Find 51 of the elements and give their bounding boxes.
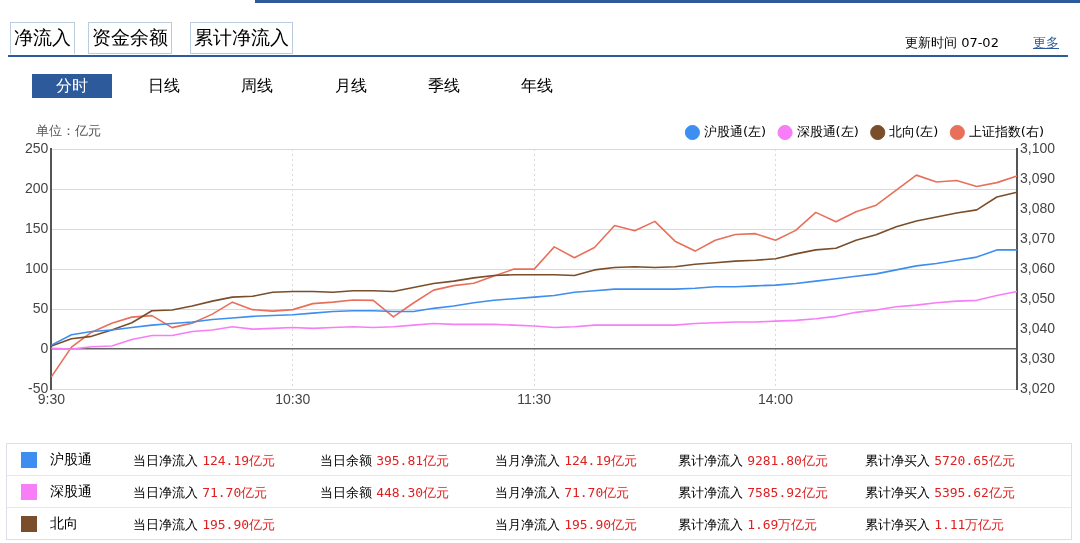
y-tick-label: 50 (32, 299, 49, 316)
x-tick-label: 10:30 (275, 391, 311, 408)
text: 更多 (1033, 34, 1059, 52)
legend-label: 上证指数(右) (968, 123, 1045, 139)
text: 年线 (520, 75, 554, 97)
text: 更新时间 07-02 (905, 34, 999, 52)
text: 日线 (147, 75, 181, 97)
text: 累计净买入 1.11万亿元 (865, 517, 1005, 532)
text: 分时 (32, 74, 112, 98)
y-tick-label: 250 (25, 139, 49, 156)
text: 深股通 (50, 483, 92, 501)
y2-tick-label: 3,100 (1019, 139, 1056, 156)
y2-tick-label: 3,080 (1019, 199, 1056, 216)
y-tick-label: 200 (25, 179, 49, 196)
text: 当日净流入 71.70亿元 (133, 485, 268, 500)
text: 净流入 (10, 22, 75, 55)
text: 当月净流入 71.70亿元 (495, 485, 630, 500)
y-tick-label: 150 (25, 219, 49, 236)
y2-tick-label: 3,020 (1019, 380, 1056, 397)
x-tick-label: 14:00 (758, 391, 794, 408)
text: 当日净流入 124.19亿元 (133, 453, 276, 468)
y2-tick-label: 3,090 (1019, 169, 1056, 186)
y2-tick-label: 3,030 (1019, 350, 1056, 367)
y-tick-label: 100 (25, 259, 49, 276)
text: 当月净流入 124.19亿元 (495, 453, 638, 468)
text: 累计净流入 (190, 22, 293, 54)
text: 沪股通 (50, 451, 92, 469)
text: 周线 (240, 75, 274, 97)
text: 累计净买入 5395.62亿元 (865, 485, 1015, 500)
text: 当日余额 395.81亿元 (320, 453, 450, 468)
text: 当日净流入 195.90亿元 (133, 517, 276, 532)
text: 累计净流入 7585.92亿元 (678, 485, 828, 500)
text: 月线 (334, 75, 368, 97)
text: 资金余额 (88, 22, 172, 54)
text: 季线 (427, 75, 461, 97)
y2-tick-label: 3,050 (1019, 289, 1056, 306)
y-tick-label: 0 (40, 340, 49, 357)
y-axis-title: 单位：亿元 (36, 123, 101, 139)
legend-label: 深股通(左) (796, 123, 859, 139)
legend-label: 北向(左) (889, 123, 939, 139)
text: 累计净流入 9281.80亿元 (678, 453, 828, 468)
y2-tick-label: 3,060 (1019, 259, 1056, 276)
text: 累计净流入 1.69万亿元 (678, 517, 818, 532)
text: 北向 (50, 515, 78, 533)
y2-tick-label: 3,040 (1019, 320, 1056, 337)
legend-label: 沪股通(左) (703, 123, 767, 139)
text: 当月净流入 195.90亿元 (495, 517, 638, 532)
x-tick-label: 11:30 (517, 391, 552, 408)
text: 累计净买入 5720.65亿元 (865, 453, 1015, 468)
text: 当日余额 448.30亿元 (320, 485, 450, 500)
y2-tick-label: 3,070 (1019, 229, 1056, 246)
